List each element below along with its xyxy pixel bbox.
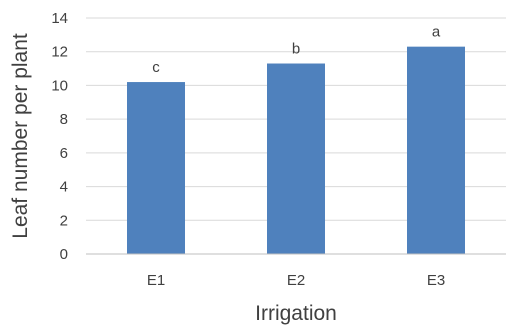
data-labels: c b a [152,24,441,76]
x-tick-label: E1 [147,272,165,289]
y-tick-label: 10 [51,77,68,94]
bar-e3 [407,46,465,255]
data-label: c [152,59,160,76]
x-tick-label: E2 [287,272,305,289]
y-axis-title: Leaf number per plant [9,33,32,239]
x-tick-labels: E1 E2 E3 [147,272,445,289]
y-tick-label: 0 [60,246,68,263]
y-tick-label: 8 [60,111,68,128]
y-tick-label: 2 [60,212,68,229]
bar-e1 [127,82,185,254]
y-tick-label: 6 [60,145,68,162]
data-label: b [292,41,300,58]
data-label: a [432,24,441,41]
bars [127,46,465,255]
x-axis-title: Irrigation [255,302,337,325]
y-tick-labels: 0 2 4 6 8 10 12 14 [51,10,68,263]
y-tick-label: 4 [60,179,68,196]
y-tick-label: 14 [51,10,68,27]
x-tick-label: E3 [427,272,445,289]
y-tick-label: 12 [51,44,68,61]
bar-e2 [267,63,325,255]
